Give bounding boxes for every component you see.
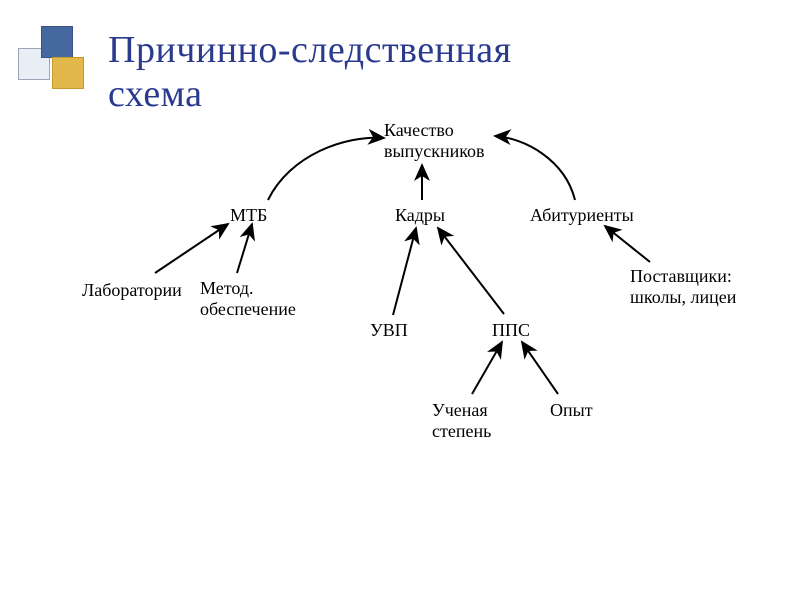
node-method: Метод. обеспечение [200, 278, 296, 319]
node-degree: Ученая степень [432, 400, 491, 441]
node-pps: ППС [492, 320, 530, 341]
node-suppliers: Поставщики: школы, лицеи [630, 266, 736, 307]
node-applicants: Абитуриенты [530, 205, 634, 226]
node-mtb: МТБ [230, 205, 267, 226]
node-cadres: Кадры [395, 205, 445, 226]
node-exp: Опыт [550, 400, 593, 421]
diagram-nodes-layer: Качество выпускников МТБ Кадры Абитуриенты Л… [0, 0, 800, 600]
node-uvp: УВП [370, 320, 408, 341]
node-quality: Качество выпускников [384, 120, 485, 161]
node-labs: Лаборатории [82, 280, 182, 301]
